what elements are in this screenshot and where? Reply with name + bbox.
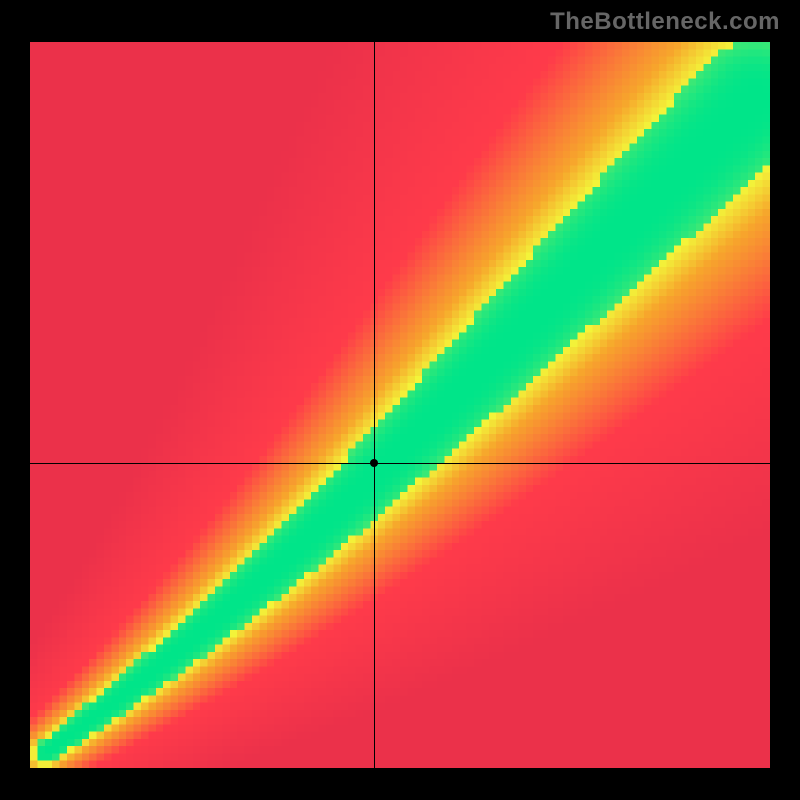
crosshair-marker [370,459,378,467]
watermark-text: TheBottleneck.com [550,8,780,36]
crosshair-vertical [374,42,375,768]
heatmap-canvas [30,42,770,768]
crosshair-horizontal [30,463,770,464]
heatmap-plot [30,42,770,768]
